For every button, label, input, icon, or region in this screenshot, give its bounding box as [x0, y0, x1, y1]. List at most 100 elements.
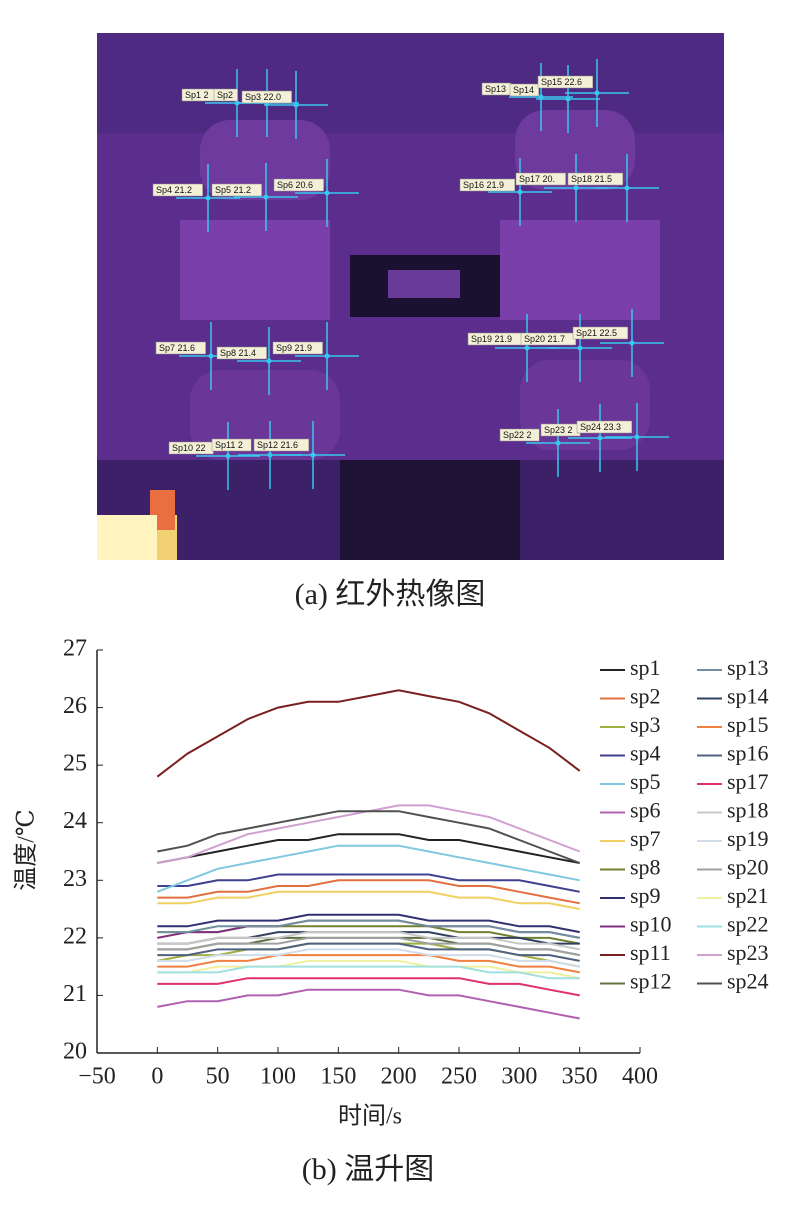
thermal-region [340, 460, 520, 560]
spot-label-box [241, 90, 292, 104]
spot-label: Sp4 21.2 [156, 185, 192, 195]
spot-label-box [216, 346, 267, 360]
x-tick-label: 300 [501, 1064, 537, 1090]
spot-point [597, 435, 603, 441]
x-tick-label: −50 [78, 1064, 116, 1090]
spot-label-box [515, 172, 566, 186]
thermal-region [388, 270, 460, 298]
spot-point [524, 345, 530, 351]
spot-point [293, 102, 299, 108]
series-line [157, 959, 580, 980]
x-tick-label: 200 [381, 1064, 417, 1090]
spot-label-box [152, 183, 203, 197]
series-line [157, 919, 580, 939]
spot-label: Sp6 20.6 [277, 180, 313, 190]
spot-point [634, 434, 640, 440]
spot-point [624, 185, 630, 191]
spot-point [629, 340, 635, 346]
x-axis-label: 时间/s [338, 1103, 402, 1130]
series-line [157, 988, 580, 1020]
legend-label: sp17 [727, 769, 769, 794]
x-tick-label: 400 [622, 1064, 658, 1090]
legend-label: sp7 [630, 826, 661, 851]
series-line [157, 936, 580, 957]
legend-label: sp10 [630, 912, 672, 937]
spot-label: Sp19 21.9 [471, 334, 512, 344]
spot-markers: Sp1 2 Sp2 Sp3 22.0 Sp4 21.2 Sp5 21.2 Sp6 20.6… [152, 59, 669, 490]
legend-label: sp15 [727, 712, 769, 737]
series-line [157, 942, 580, 962]
legend-label: sp12 [630, 969, 672, 994]
x-tick-label: 250 [441, 1064, 477, 1090]
legend-label: sp13 [727, 655, 769, 680]
spot-point [267, 452, 273, 458]
y-tick-label: 23 [63, 866, 87, 892]
spot-label-box [272, 341, 323, 355]
line-chart: −50 0 50 100 150 200 250 300 350 400 20 21 22 23 24 25 2… [63, 636, 769, 1090]
series-line [157, 936, 580, 957]
spot-label: Sp10 22 [172, 443, 206, 453]
thermal-region [180, 220, 330, 320]
series-line [157, 931, 580, 951]
legend-label: sp4 [630, 741, 661, 766]
x-tick-label: 350 [562, 1064, 598, 1090]
spot-point [577, 345, 583, 351]
legend-label: sp8 [630, 855, 661, 880]
legend-label: sp1 [630, 655, 661, 680]
spot-label: Sp12 21.6 [257, 440, 298, 450]
series-line [157, 948, 580, 968]
spot-label-box [459, 178, 516, 192]
spot-label-box [576, 420, 633, 434]
spot-label-box [499, 428, 540, 442]
spot-label: Sp5 21.2 [215, 185, 251, 195]
spot-label: Sp13 [485, 84, 506, 94]
spot-label-box [253, 438, 310, 452]
spot-label: Sp11 2 [215, 440, 243, 450]
series-line [157, 965, 580, 980]
legend-label: sp3 [630, 712, 661, 737]
legend-label: sp16 [727, 741, 769, 766]
spot-point [266, 358, 272, 364]
spot-label-box [273, 178, 324, 192]
series-line [157, 954, 580, 974]
caption-a: (a) 红外热像图 [295, 578, 486, 611]
legend-label: sp9 [630, 883, 661, 908]
spot-label-box [213, 88, 238, 102]
y-tick-label: 22 [63, 923, 87, 949]
y-axis-label: 温度/℃ [13, 809, 40, 891]
legend-label: sp14 [727, 684, 769, 709]
spot-label: Sp16 21.9 [463, 180, 504, 190]
spot-point [573, 185, 579, 191]
spot-label-box [211, 183, 262, 197]
spot-label: Sp21 22.5 [576, 328, 617, 338]
legend-label: sp22 [727, 912, 769, 937]
caption-b: (b) 温升图 [302, 1153, 434, 1186]
x-tick-label: 100 [260, 1064, 296, 1090]
x-tick-label: 150 [320, 1064, 356, 1090]
spot-label-box [537, 75, 594, 89]
y-tick-label: 24 [63, 808, 87, 834]
spot-label: Sp3 22.0 [245, 92, 281, 102]
series-line [157, 833, 580, 864]
spot-label: Sp24 23.3 [580, 422, 621, 432]
legend-label: sp2 [630, 684, 661, 709]
thermal-region [500, 220, 660, 320]
spot-point [208, 353, 214, 359]
legend-label: sp5 [630, 769, 661, 794]
legend-label: sp19 [727, 826, 769, 851]
spot-point [225, 453, 231, 459]
spot-label: Sp22 2 [503, 430, 532, 440]
spot-label: Sp7 21.6 [159, 343, 195, 353]
spot-point [324, 190, 330, 196]
spot-label: Sp23 2 [544, 425, 573, 435]
legend-label: sp21 [727, 883, 769, 908]
series-line [157, 977, 580, 997]
spot-point [263, 194, 269, 200]
y-tick-label: 27 [63, 636, 87, 662]
thermal-region [515, 110, 635, 190]
x-tick-label: 0 [151, 1064, 163, 1090]
thermal-region [97, 33, 724, 133]
spot-label: Sp2 [217, 90, 233, 100]
series-line [156, 689, 581, 778]
